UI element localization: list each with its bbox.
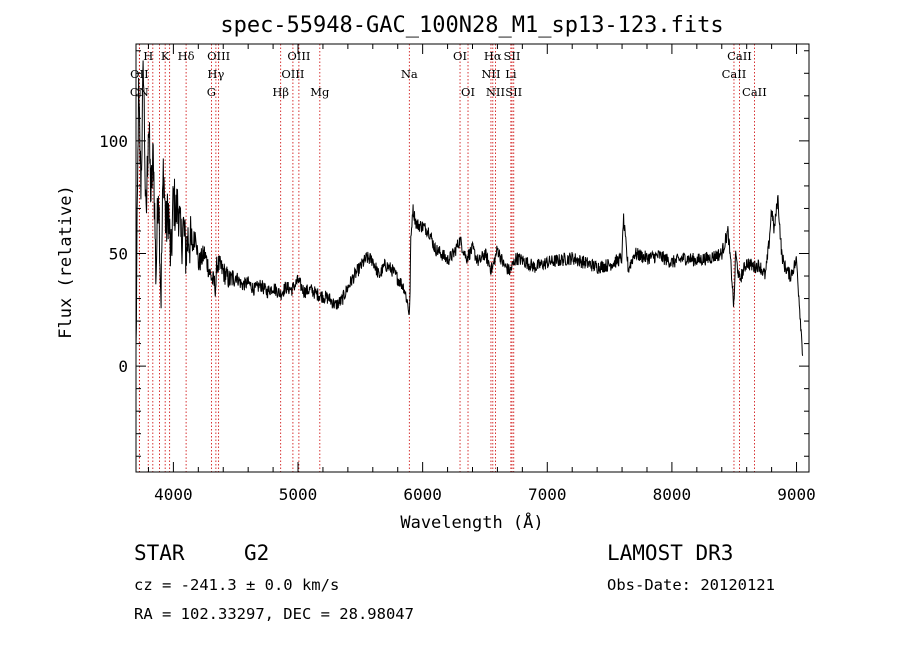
line-label: G xyxy=(207,85,216,99)
line-label: OIII xyxy=(281,67,304,81)
line-label: OI xyxy=(461,85,475,99)
object-subclass: G2 xyxy=(244,541,269,565)
line-label: Hδ xyxy=(178,49,195,63)
line-label: OII xyxy=(130,67,149,81)
chart-title: spec-55948-GAC_100N28_M1_sp13-123.fits xyxy=(220,13,723,38)
line-label: SII xyxy=(504,49,521,63)
line-label: OI xyxy=(453,49,467,63)
line-label: OIII xyxy=(207,49,230,63)
x-axis-ticks: 4000 5000 6000 7000 8000 9000 xyxy=(147,44,816,504)
line-label: Na xyxy=(401,67,418,81)
line-label: Hγ xyxy=(207,67,224,81)
line-label: K xyxy=(161,49,170,63)
y-tick-label: 100 xyxy=(99,132,128,151)
coordinates: RA = 102.33297, DEC = 28.98047 xyxy=(134,605,414,623)
line-label: H xyxy=(143,49,153,63)
x-tick-label: 5000 xyxy=(279,485,318,504)
line-label: CaII xyxy=(742,85,767,99)
line-label: NII xyxy=(486,85,505,99)
object-class: STAR xyxy=(134,541,185,565)
x-tick-label: 9000 xyxy=(777,485,816,504)
line-label: OIII xyxy=(287,49,310,63)
line-label: SII xyxy=(505,85,522,99)
survey-name: LAMOST DR3 xyxy=(607,541,733,565)
x-tick-label: 4000 xyxy=(154,485,193,504)
x-tick-label: 6000 xyxy=(403,485,442,504)
spectrum-series xyxy=(135,60,804,356)
redshift-cz: cz = -241.3 ± 0.0 km/s xyxy=(134,576,339,594)
line-label: Hα xyxy=(484,49,502,63)
spectrum-line xyxy=(135,60,804,356)
line-markers xyxy=(138,44,755,472)
line-label: Mg xyxy=(310,85,330,99)
line-label: Li xyxy=(505,67,517,81)
line-label: CaII xyxy=(727,49,752,63)
line-label: NII xyxy=(481,67,500,81)
y-axis-ticks: 0 50 100 xyxy=(99,50,809,457)
y-tick-label: 50 xyxy=(109,244,128,263)
line-label: CaII xyxy=(722,67,747,81)
y-axis-label: Flux (relative) xyxy=(56,185,76,339)
obs-date: Obs-Date: 20120121 xyxy=(607,576,775,594)
y-tick-label: 0 xyxy=(118,357,128,376)
x-axis-label: Wavelength (Å) xyxy=(400,511,543,533)
x-tick-label: 7000 xyxy=(528,485,567,504)
x-tick-label: 8000 xyxy=(653,485,692,504)
line-label: Hβ xyxy=(272,85,289,99)
